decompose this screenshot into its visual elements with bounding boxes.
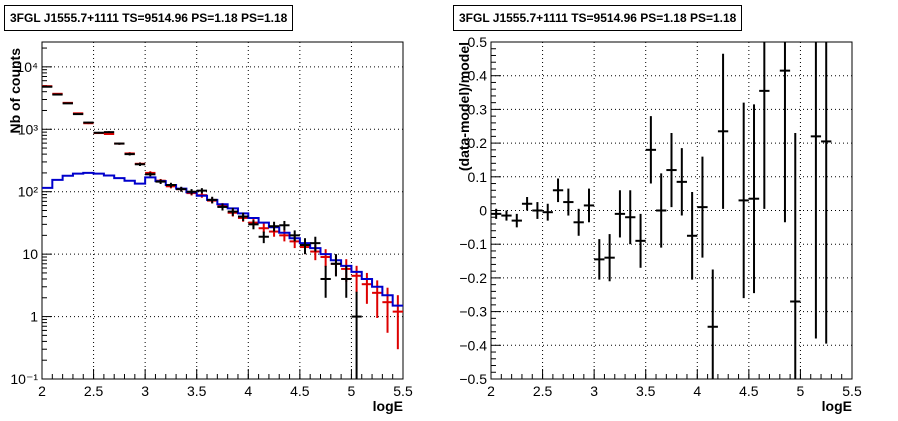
x-tick-label: 2.5 — [533, 383, 553, 399]
y-tick-label: 0.3 — [468, 101, 488, 117]
x-axis-title: logE — [373, 398, 403, 414]
x-tick-label: 4 — [693, 383, 701, 399]
y-axis-title: Nb of counts — [7, 48, 23, 134]
y-tick-label: 10⁴ — [16, 59, 38, 75]
x-tick-label: 5.5 — [842, 383, 862, 399]
y-tick-label: 0.2 — [468, 135, 488, 151]
right-pad: 2 2.5 3 3.5 4 4.5 5 5.5 −0.5 −0.4 −0.3 −0.2 −0.1 0 0.1… — [449, 0, 898, 421]
blue-model-histogram — [42, 171, 403, 307]
left-plot-title: 3FGL J1555.7+1111 TS=9514.96 PS=1.18 PS=… — [4, 5, 294, 31]
y-tick-label: −0.3 — [459, 304, 487, 320]
x-tick-label: 4.5 — [739, 383, 759, 399]
x-tick-label: 2.5 — [84, 383, 104, 399]
x-tick-label: 3 — [590, 383, 598, 399]
x-tick-label: 3.5 — [187, 383, 207, 399]
y-tick-label: 0.1 — [468, 169, 488, 185]
residuals-plot: 2 2.5 3 3.5 4 4.5 5 5.5 −0.5 −0.4 −0.3 −0.2 −0.1 0 0.1… — [456, 34, 862, 414]
right-plot-title: 3FGL J1555.7+1111 TS=9514.96 PS=1.18 PS=… — [453, 5, 743, 31]
y-tick-label: −0.2 — [459, 270, 487, 286]
x-tick-label: 5.5 — [393, 383, 413, 399]
y-tick-label: 10⁻¹ — [10, 371, 38, 387]
x-tick-label: 3.5 — [636, 383, 656, 399]
x-tick-label: 5 — [348, 383, 356, 399]
left-pad: 2 2.5 3 3.5 4 4.5 5 5.5 10⁻¹ 1 10 10² 10³ 10⁴ logE Nb o… — [4, 5, 413, 414]
y-tick-label: 0 — [479, 203, 487, 219]
x-tick-label: 2 — [487, 383, 495, 399]
y-tick-label: −0.1 — [459, 236, 487, 252]
x-tick-label: 4 — [244, 383, 252, 399]
y-tick-label: 10³ — [18, 121, 39, 137]
y-axis-title: (data-model)/model — [456, 42, 472, 171]
x-tick-label: 5 — [797, 383, 805, 399]
x-tick-label: 3 — [141, 383, 149, 399]
y-tick-label: −0.4 — [459, 337, 487, 353]
y-tick-label: 1 — [30, 309, 38, 325]
y-tick-label: 0.4 — [468, 68, 488, 84]
y-tick-label: 10² — [18, 184, 39, 200]
y-tick-label: −0.5 — [459, 371, 487, 387]
y-tick-label: 10 — [22, 246, 38, 262]
x-tick-label: 2 — [38, 383, 46, 399]
x-tick-label: 4.5 — [290, 383, 310, 399]
counts-spectrum-plot: 2 2.5 3 3.5 4 4.5 5 5.5 10⁻¹ 1 10 10² 10³ 10⁴ logE Nb o… — [7, 41, 413, 414]
x-axis-title: logE — [822, 398, 852, 414]
y-tick-label: 0.5 — [468, 34, 488, 50]
